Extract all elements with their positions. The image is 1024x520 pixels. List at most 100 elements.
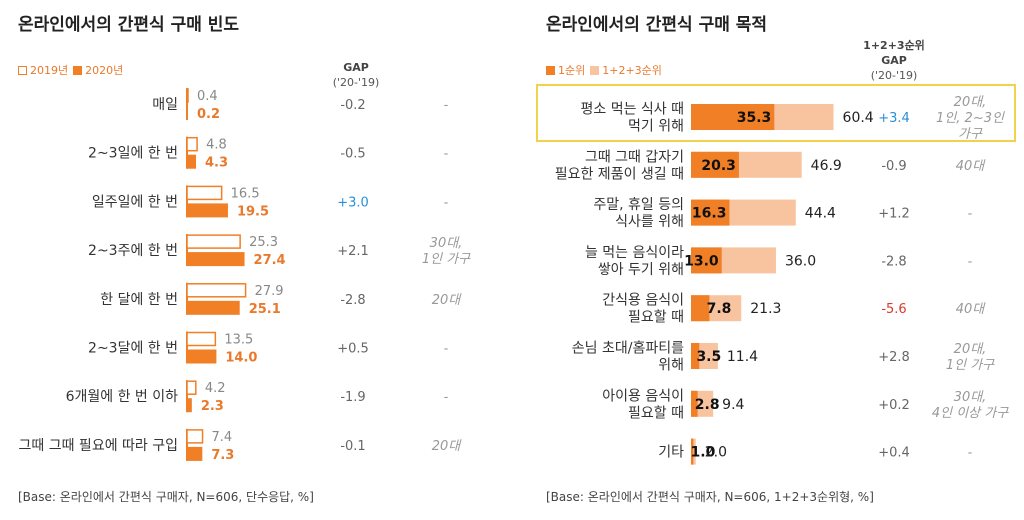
right-category-label: 평소 먹는 식사 때 <box>580 102 684 118</box>
bar-2020 <box>187 106 188 120</box>
bar-2019 <box>186 88 189 103</box>
legend-2019-label: 2019년 <box>30 64 69 77</box>
value-rank123: 44.4 <box>805 206 836 222</box>
value-rank123: 9.4 <box>722 397 744 413</box>
value-2020: 19.5 <box>237 204 269 219</box>
right-category-label: 기타 <box>658 445 684 461</box>
left-category-label: 한 달에 한 번 <box>100 292 178 308</box>
left-gap-value: +3.0 <box>337 195 369 210</box>
left-gap-value: +2.1 <box>337 244 369 259</box>
right-gap-value: +1.2 <box>878 207 910 222</box>
bar-rank1 <box>691 104 775 130</box>
left-category-label: 6개월에 한 번 이하 <box>66 389 179 405</box>
bar-2020 <box>187 154 197 169</box>
left-gap-value: -2.8 <box>340 293 365 308</box>
right-category-label: 쌓아 두기 위해 <box>598 262 684 278</box>
bar-rank1 <box>691 438 694 465</box>
bar-2020 <box>187 446 203 461</box>
value-2019: 25.3 <box>249 235 278 250</box>
value-rank123: 46.9 <box>811 158 842 174</box>
right-gap-value: -0.9 <box>881 159 906 174</box>
value-2020: 25.1 <box>249 302 281 317</box>
right-category-label: 식사를 위해 <box>615 214 684 230</box>
left-gap-value: -0.1 <box>340 439 365 454</box>
legend-rank1-swatch <box>546 65 555 75</box>
value-2019: 27.9 <box>255 284 284 299</box>
left-category-label: 2~3일에 한 번 <box>88 146 178 162</box>
right-gap-value: +3.4 <box>878 111 910 126</box>
right-category-label: 필요할 때 <box>628 310 684 326</box>
value-2020: 14.0 <box>225 351 257 366</box>
bar-2020 <box>187 398 192 413</box>
bar-2019 <box>186 234 241 249</box>
value-rank1: 1.0 <box>691 445 716 461</box>
left-gap-value: -1.9 <box>340 390 365 405</box>
right-category-label: 먹기 위해 <box>628 119 684 135</box>
bar-2020 <box>187 300 240 315</box>
value-2020: 27.4 <box>254 253 286 268</box>
bar-2019 <box>186 380 197 395</box>
right-category-label: 위해 <box>658 358 684 374</box>
bar-2019 <box>186 331 217 347</box>
left-gap-value: -0.2 <box>340 98 365 113</box>
right-legend: 1순위 1+2+3순위 <box>546 62 662 78</box>
left-gap-value: -0.5 <box>340 147 365 162</box>
left-gap-value: +0.5 <box>337 342 369 357</box>
legend-2020-label: 2020년 <box>85 64 124 77</box>
right-category-label: 주말, 휴일 등의 <box>593 197 684 213</box>
left-note: - <box>444 147 449 162</box>
right-note: - <box>968 446 973 461</box>
highlight-box <box>536 84 1016 142</box>
left-gap-header-title: GAP <box>343 61 369 74</box>
right-gap-value: -5.6 <box>881 302 906 317</box>
bar-rank1 <box>691 390 698 417</box>
bar-2019 <box>186 429 204 444</box>
value-2019: 16.5 <box>231 186 260 201</box>
value-rank1: 3.5 <box>696 349 721 365</box>
legend-2020-swatch <box>73 65 83 75</box>
left-gap-header-period: ('20-'19) <box>332 76 380 89</box>
right-gap-header-rank: 1+2+3순위 <box>863 39 925 52</box>
right-note-line: 20대, <box>954 342 987 357</box>
right-note: - <box>968 254 973 269</box>
right-gap-value: +0.2 <box>878 398 910 413</box>
left-note-line: 20대 <box>432 439 463 454</box>
left-note-line: 20대 <box>432 293 463 308</box>
value-rank1: 20.3 <box>701 158 736 174</box>
left-legend: 2019년 2020년 <box>18 62 123 78</box>
bar-rank1 <box>691 343 700 369</box>
value-rank1: 16.3 <box>692 206 727 222</box>
legend-rank123-swatch <box>590 65 600 75</box>
bar-2019 <box>186 283 247 298</box>
right-category-label: 그때 그때 갑자기 <box>585 149 684 165</box>
right-base-note: [Base: 온라인에서 간편식 구매자, N=606, 1+2+3순위형, %… <box>546 490 874 504</box>
right-note: - <box>968 207 973 222</box>
value-2020: 7.3 <box>211 448 234 463</box>
value-2019: 4.8 <box>206 138 227 153</box>
value-rank1: 2.8 <box>695 397 720 413</box>
bar-2020 <box>187 252 245 267</box>
value-rank123: 36.0 <box>785 253 816 269</box>
bar-2019 <box>186 185 223 201</box>
left-base-note: [Base: 온라인에서 간편식 구매자, N=606, 단수응답, %] <box>18 490 314 504</box>
right-note-line: 1인, 2~3인 <box>936 111 1005 126</box>
right-category-label: 늘 먹는 음식이라 <box>585 245 684 261</box>
left-note: - <box>444 98 449 113</box>
left-note: - <box>444 195 449 210</box>
bar-2020 <box>187 349 217 364</box>
right-note-line: 40대 <box>956 159 987 174</box>
right-gap-header-title: GAP <box>881 54 907 67</box>
right-category-label: 필요한 제품이 생길 때 <box>555 166 684 182</box>
left-category-label: 일주일에 한 번 <box>92 194 178 210</box>
value-rank1: 13.0 <box>684 253 719 269</box>
right-category-label: 아이용 음식이 <box>602 388 684 404</box>
legend-2019-swatch <box>18 65 27 75</box>
left-note-line: 1인 가구 <box>422 252 471 267</box>
right-note-line: 30대, <box>954 390 987 405</box>
value-2019: 4.2 <box>205 381 226 396</box>
left-category-label: 매일 <box>152 97 178 113</box>
value-rank123: 60.4 <box>843 110 874 126</box>
right-gap-header: 1+2+3순위 GAP ('20-'19) <box>852 38 936 83</box>
bar-2019 <box>186 136 198 152</box>
value-2020: 4.3 <box>205 156 228 171</box>
